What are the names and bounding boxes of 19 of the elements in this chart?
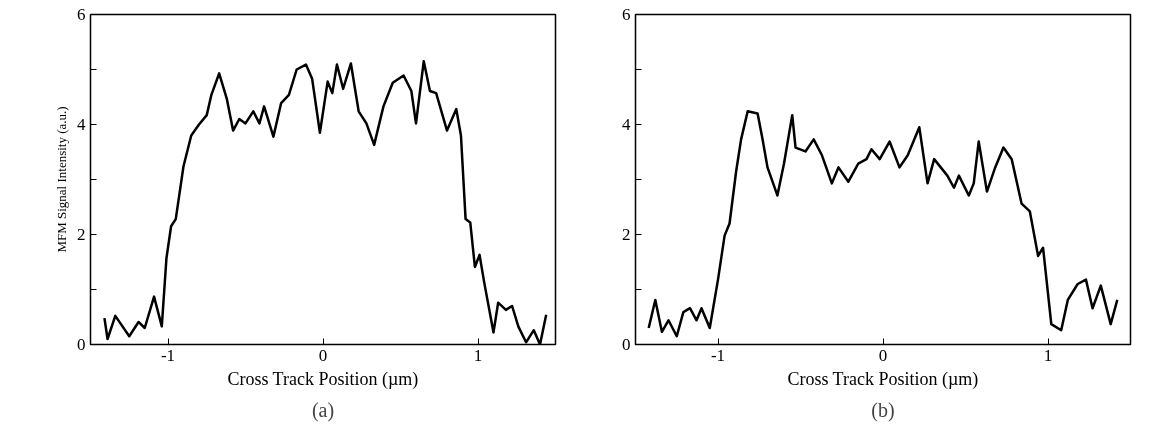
x-axis-title: Cross Track Position (µm) [227,368,419,390]
y-tick-label: 4 [77,115,86,134]
x-tick-label: 1 [1043,345,1053,365]
text: (a) [311,398,335,422]
y-tick-label: 2 [622,225,631,244]
line-series [647,110,1119,338]
y-tick-label: 6 [77,5,86,24]
x-tick-label: -1 [160,345,176,365]
text: (b) [871,398,895,422]
y-axis-title: MFM Signal Intensity (a.u.) [54,106,69,253]
x-axis-title: Cross Track Position (µm) [787,368,979,390]
y-tick-label: 4 [622,115,631,134]
y-tick-label: 2 [77,225,86,244]
x-tick-label: 0 [318,345,328,365]
x-tick-label: 1 [473,345,483,365]
y-tick-label: 6 [622,5,631,24]
line-series [103,60,548,345]
x-tick-label: -1 [710,345,726,365]
x-tick-label: 0 [878,345,888,365]
